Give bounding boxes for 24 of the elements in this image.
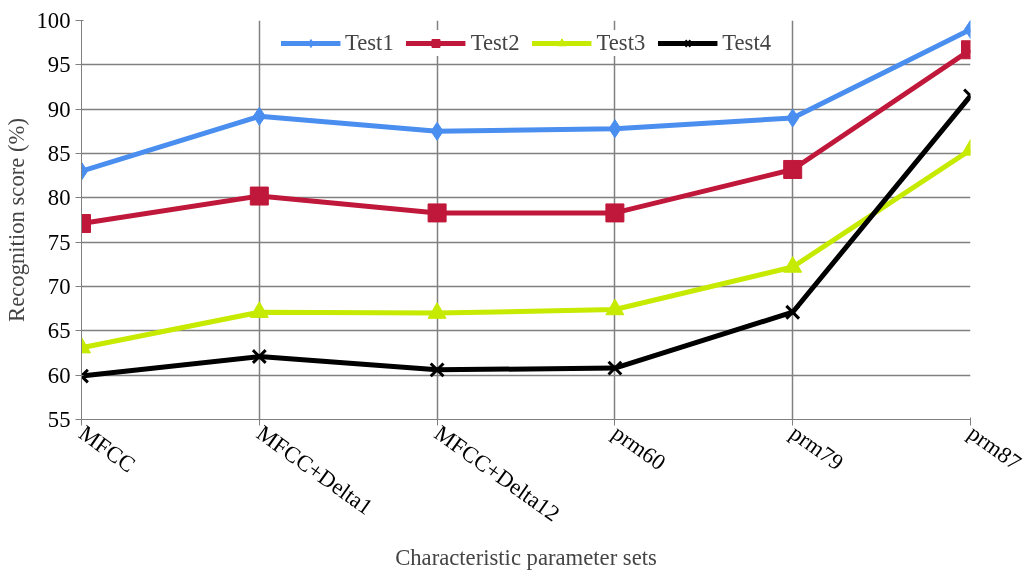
y-axis-title: Recognition score (%) [3,118,29,322]
point [427,203,447,223]
point [430,121,444,141]
x-axis-title: Characteristic parameter sets [395,544,657,570]
point [251,348,268,365]
point [607,360,623,376]
legend-label: Test4 [722,30,772,56]
y-tick-label: 85 [47,141,71,166]
y-tick-label: 80 [47,185,71,211]
y-tick-label: 90 [47,96,71,122]
y-tick-label: 95 [47,52,71,78]
y-tick-label: 75 [47,229,71,255]
legend-label: Test3 [596,30,646,56]
y-tick-label: 65 [47,318,71,344]
y-tick-label: 70 [47,274,71,299]
y-tick-label: 60 [47,362,71,388]
point [608,119,622,139]
y-tick-label: 55 [47,407,71,432]
point [784,304,801,321]
legend-label: Test2 [470,30,520,56]
y-tick-label: 100 [36,8,71,33]
legend-label: Test1 [344,30,394,56]
point [605,203,625,223]
point [429,361,445,378]
